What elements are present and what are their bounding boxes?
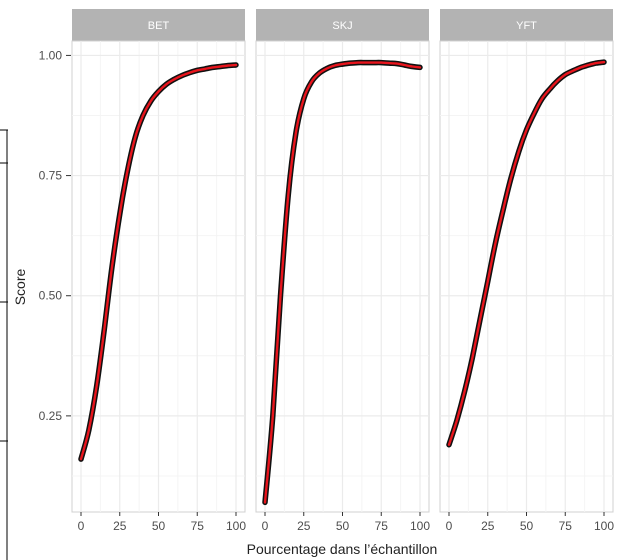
x-tick-label: 75 [559,519,573,533]
facet-panel-yft: YFT 0 25 50 75 100 [439,9,614,533]
x-tick-label: 25 [297,519,311,533]
facet-strip-label: SKJ [332,20,352,32]
curve-line-bet [79,63,238,461]
x-tick-label: 100 [594,519,614,533]
y-tick-label: 1.00 [39,48,63,62]
x-tick-label: 25 [113,519,127,533]
facet-strip [440,9,613,41]
curve-line-yft [447,60,606,446]
x-tick-label: 100 [410,519,430,533]
curve-line-skj [263,61,422,504]
x-axis-title: Pourcentage dans l’échantillon [247,541,438,557]
facet-strip [72,9,245,41]
facet-strip-label: BET [148,20,170,32]
y-tick-label: 0.50 [39,289,63,303]
x-tick-label: 75 [191,519,205,533]
facet-panels: BET 0 25 50 75 100 SKJ 0 25 50 75 100 YFT 0 25 50 75 100 [71,9,614,533]
facet-panel-skj: SKJ 0 25 50 75 100 [255,9,430,533]
x-tick-label: 0 [446,519,453,533]
facet-strip-label: YFT [516,20,537,32]
y-tick-label: 0.75 [39,169,63,183]
x-tick-label: 50 [520,519,534,533]
x-tick-label: 0 [78,519,85,533]
y-axis: 0.25 0.50 0.75 1.00 [39,48,71,423]
x-tick-label: 50 [152,519,166,533]
y-tick-label: 0.25 [39,409,63,423]
y-axis-title: Score [12,269,28,306]
facet-panel-bet: BET 0 25 50 75 100 [71,9,246,533]
x-tick-label: 75 [375,519,389,533]
x-tick-label: 0 [262,519,269,533]
x-tick-label: 25 [481,519,495,533]
facet-strip [256,9,429,41]
x-tick-label: 50 [336,519,350,533]
x-tick-label: 100 [226,519,246,533]
